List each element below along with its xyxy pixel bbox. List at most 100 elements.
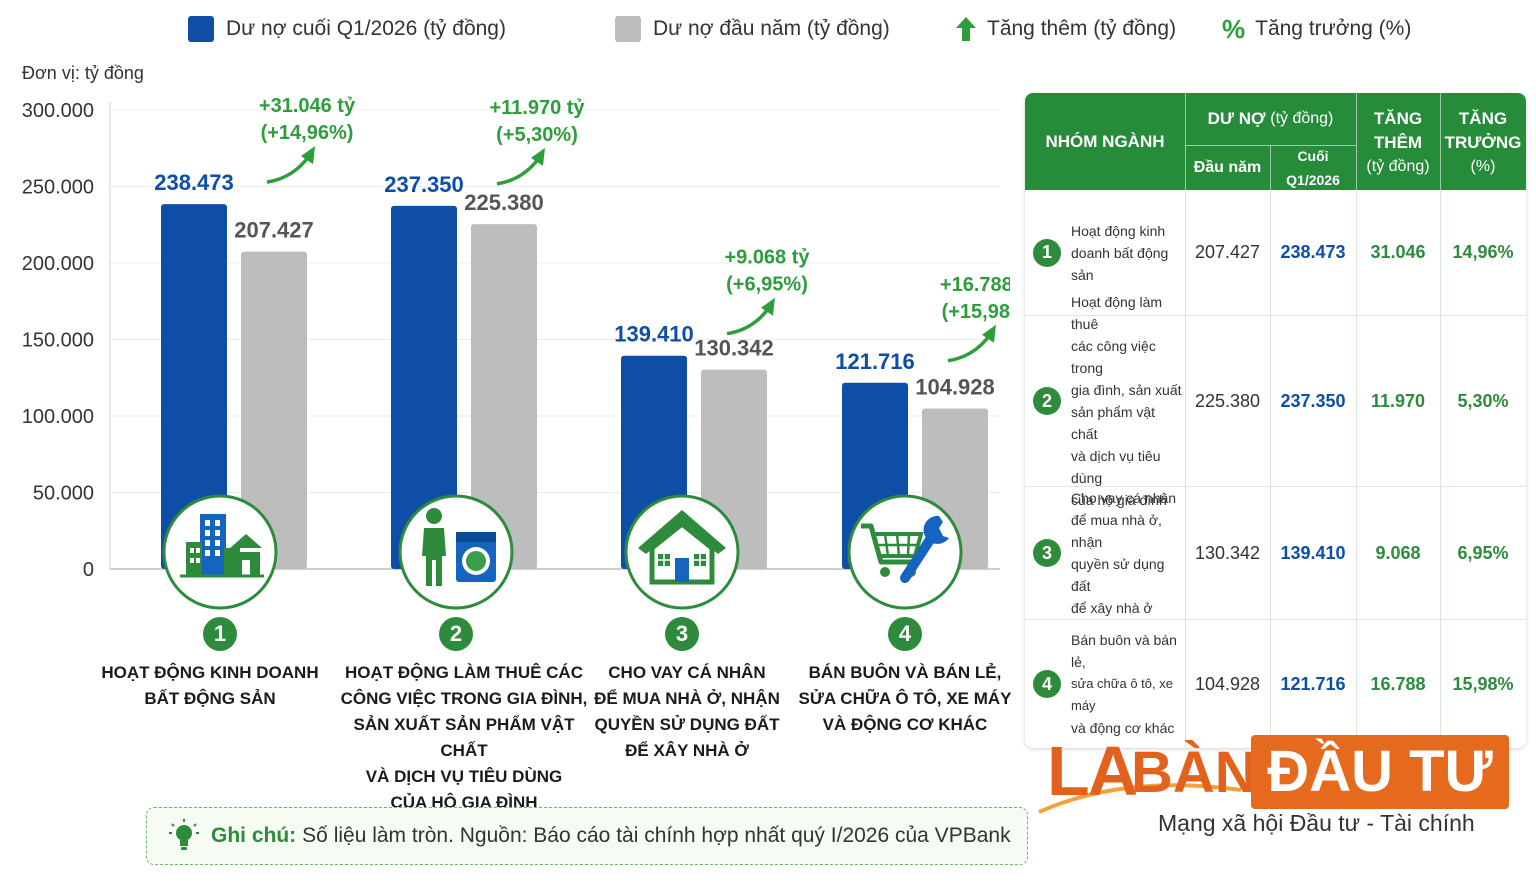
bar-end-q1 — [391, 205, 457, 569]
cell-end: 237.350 — [1280, 390, 1346, 411]
header-debt-unit: (tỷ đồng) — [1270, 110, 1334, 127]
legend-label: Dư nợ đầu năm (tỷ đồng) — [653, 17, 890, 40]
row-name-line: sản phẩm vật chất — [1071, 404, 1156, 442]
cell-growth: 5,30% — [1457, 390, 1509, 411]
logo-text-dautu: ĐẦU TƯ — [1267, 739, 1493, 804]
grid-layer: 0 50.000 100.000 150.000 200.000 250.000 300.0… — [22, 100, 1000, 581]
cell-growth: 15,98% — [1452, 673, 1514, 694]
row-name-line: Cho vay cá nhân — [1071, 490, 1177, 506]
note-text: Số liệu làm tròn. Nguồn: Báo cáo tài chí… — [302, 824, 1011, 847]
trend-arrow — [947, 333, 992, 363]
legend-label: Tăng trưởng (%) — [1255, 17, 1412, 40]
cell-growth: 14,96% — [1452, 242, 1514, 262]
header-increase: TĂNG THÊM (tỷ đồng) — [1356, 103, 1440, 183]
percent-icon: % — [1222, 14, 1246, 44]
note-label: Ghi chú: — [211, 824, 297, 847]
legend-item-growth: % Tăng trưởng (%) — [1222, 12, 1411, 46]
category-label-line: BÁN BUÔN VÀ BÁN LẺ, — [808, 663, 1002, 682]
header-debt: DƯ NỢ (tỷ đồng) — [1185, 93, 1356, 145]
category-label-line: BẤT ĐỘNG SẢN — [144, 689, 276, 708]
trend-arrow — [266, 155, 311, 184]
header-growth-l1: TĂNG — [1458, 109, 1508, 128]
bar-value-label: 104.928 — [915, 374, 995, 399]
cell-start: 104.928 — [1194, 673, 1261, 694]
category-label-line: SẢN XUẤT SẢN PHẨM VẬT CHẤT — [353, 715, 575, 760]
header-increase-l1: TĂNG — [1373, 109, 1423, 128]
row-name-cell: 3 Cho vay cá nhân để mua nhà ở, nhận quy… — [1033, 487, 1185, 619]
row-number-badge: 3 — [1033, 539, 1061, 567]
y-tick-label: 250.000 — [22, 177, 94, 199]
category-label-line: VÀ DỊCH VỤ TIÊU DÙNG — [365, 767, 563, 786]
bar-start-year — [241, 251, 307, 569]
table-row: 2 Hoạt động làm thuê các công việc trong… — [1025, 294, 1526, 508]
table-header: NHÓM NGÀNH DƯ NỢ (tỷ đồng) Đầu năm Cuối … — [1025, 93, 1526, 190]
row-name: Hoạt động làm thuê các công việc trong g… — [1071, 291, 1185, 511]
cell-end: 121.716 — [1280, 673, 1346, 694]
cell-end: 139.410 — [1280, 542, 1346, 563]
header-growth-l2: TRƯỞNG — [1444, 133, 1522, 152]
cell-increase: 11.970 — [1370, 390, 1426, 411]
header-increase-l2: THÊM — [1373, 133, 1423, 152]
table-row: 3 Cho vay cá nhân để mua nhà ở, nhận quy… — [1025, 487, 1526, 619]
icons-layer — [162, 494, 963, 610]
trend-arrow — [496, 156, 541, 186]
y-tick-label: 300.000 — [22, 100, 94, 122]
row-name: Bán buôn và bán lẻ, sửa chữa ô tô, xe má… — [1071, 629, 1189, 739]
header-growth: TĂNG TRƯỞNG (%) — [1440, 103, 1526, 183]
row-name-cell: 2 Hoạt động làm thuê các công việc trong… — [1033, 294, 1185, 508]
trend-arrow-head — [301, 146, 315, 165]
growth-annotation: (+15,98%) — [942, 301, 1010, 323]
unit-label: Đơn vị: tỷ đồng — [22, 63, 144, 83]
bar-end-q1 — [161, 204, 227, 570]
logo-swoosh-icon — [1038, 783, 1242, 814]
chart-legend: Dư nợ cuối Q1/2026 (tỷ đồng) Dư nợ đầu n… — [0, 12, 1536, 46]
header-increase-unit: (tỷ đồng) — [1366, 158, 1430, 175]
category-label-line: ĐỂ MUA NHÀ Ở, NHẬN — [594, 689, 780, 708]
grey-square-icon — [615, 16, 641, 42]
cell-start: 130.342 — [1194, 542, 1261, 563]
y-tick-label: 50.000 — [33, 483, 94, 505]
bar-value-label: 207.427 — [234, 218, 314, 243]
y-tick-label: 0 — [83, 559, 94, 581]
trend-arrow-head — [531, 147, 545, 166]
category-number-badge: 1 — [203, 617, 237, 651]
legend-item-end-q1: Dư nợ cuối Q1/2026 (tỷ đồng) — [188, 12, 506, 46]
growth-annotation: (+14,96%) — [261, 122, 354, 144]
category-label-line: HOẠT ĐỘNG LÀM THUÊ CÁC — [345, 663, 583, 682]
lightbulb-icon — [169, 819, 199, 850]
logo-text-ban: BÀN — [1131, 740, 1257, 805]
row-name-line: Hoạt động làm thuê — [1071, 294, 1163, 332]
row-name: Hoạt động kinh doanh bất động sản — [1071, 220, 1185, 286]
row-name-line: doanh bất động sản — [1071, 244, 1169, 283]
bar-value-label: 121.716 — [835, 349, 915, 374]
category-label-4: BÁN BUÔN VÀ BÁN LẺ, SỬA CHỮA Ô TÔ, XE MÁ… — [785, 660, 1025, 738]
row-name-line: và dịch vụ tiêu dùng — [1071, 448, 1161, 486]
bar-value-label: 139.410 — [614, 322, 694, 347]
row-name-line: các công việc trong — [1071, 338, 1156, 376]
row-name: Cho vay cá nhân để mua nhà ở, nhận quyền… — [1071, 487, 1185, 619]
y-tick-label: 200.000 — [22, 253, 94, 275]
table-row: 1 Hoạt động kinh doanh bất động sản 207.… — [1025, 190, 1526, 315]
source-note: Ghi chú: Số liệu làm tròn. Nguồn: Báo cá… — [146, 807, 1028, 865]
header-start: Đầu năm — [1193, 158, 1262, 176]
category-label-line: CÔNG VIỆC TRONG GIA ĐÌNH, — [340, 689, 588, 708]
bar-value-label: 130.342 — [694, 336, 774, 361]
category-label-line: HOẠT ĐỘNG KINH DOANH — [101, 663, 319, 682]
legend-item-increase: Tăng thêm (tỷ đồng) — [955, 12, 1176, 46]
cell-increase: 9.068 — [1375, 542, 1421, 563]
cell-growth: 6,95% — [1457, 542, 1509, 563]
row-name-cell: 1 Hoạt động kinh doanh bất động sản — [1033, 190, 1185, 315]
trend-arrow — [726, 306, 771, 336]
trend-arrow-head — [761, 297, 775, 316]
category-label-line: SỬA CHỮA Ô TÔ, XE MÁY — [798, 689, 1012, 708]
annotation-layer: +31.046 tỷ (+14,96%) +11.970 tỷ (+5,30%) +9.… — [259, 95, 1010, 363]
legend-label: Tăng thêm (tỷ đồng) — [987, 17, 1177, 40]
row-name-cell: 4 Bán buôn và bán lẻ, sửa chữa ô tô, xe … — [1033, 620, 1189, 748]
legend-label: Dư nợ cuối Q1/2026 (tỷ đồng) — [226, 17, 506, 40]
logo-tagline: Mạng xã hội Đầu tư - Tài chính — [1158, 810, 1475, 836]
bar-start-year — [471, 224, 537, 570]
legend-item-start-year: Dư nợ đầu năm (tỷ đồng) — [615, 12, 890, 46]
category-label-line: ĐỂ XÂY NHÀ Ở — [625, 741, 749, 760]
cell-end: 238.473 — [1280, 242, 1346, 262]
